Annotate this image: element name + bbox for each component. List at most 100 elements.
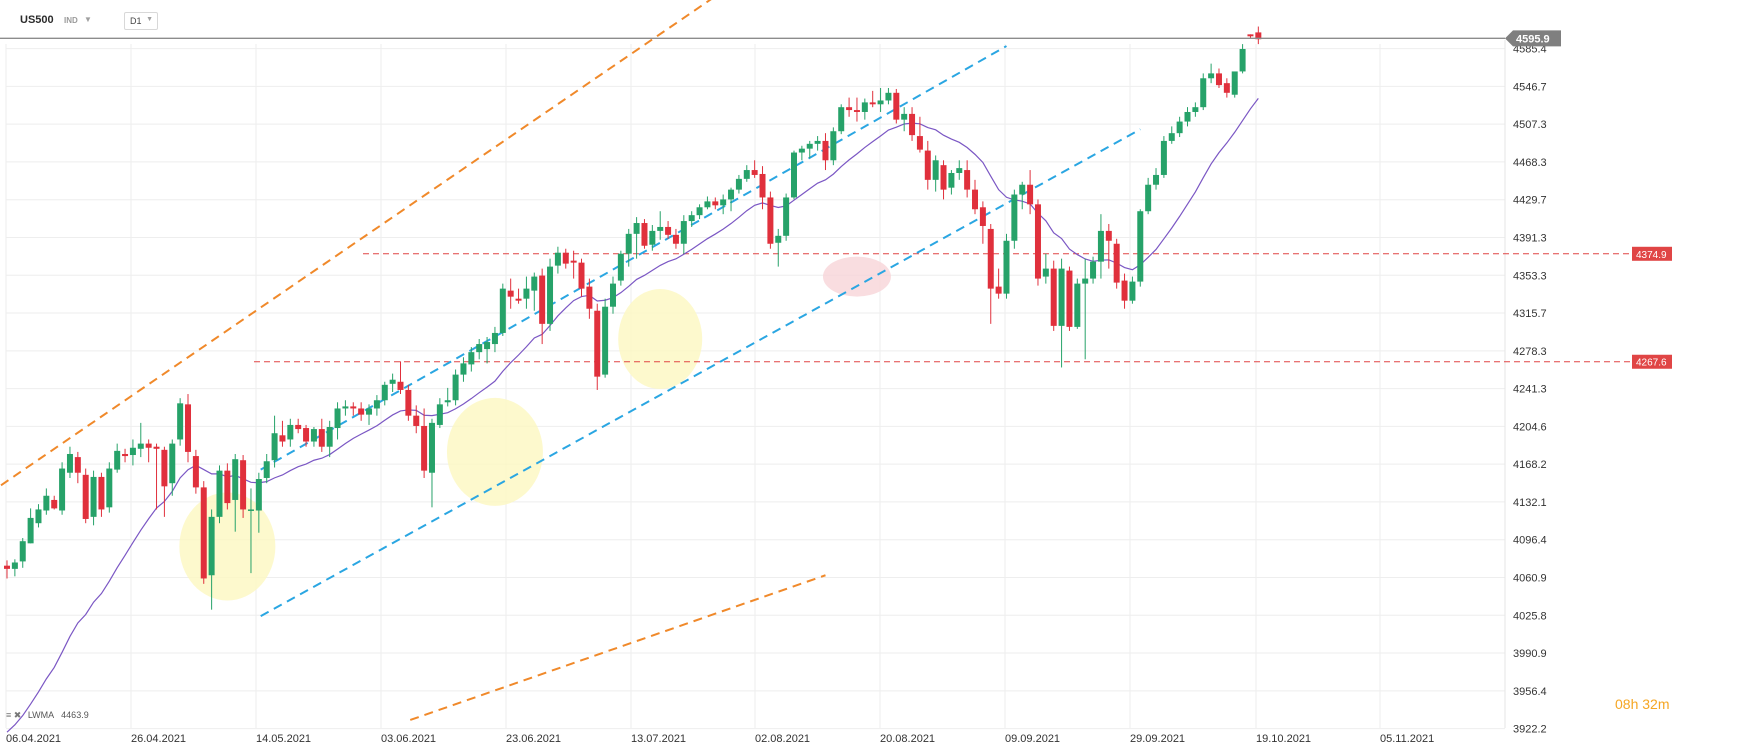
candle-body (82, 474, 89, 519)
candle-body (570, 260, 577, 263)
highlight-zone (446, 397, 543, 506)
x-tick-label: 19.10.2021 (1256, 733, 1311, 745)
candle-body (704, 201, 711, 208)
candle-body (106, 468, 113, 508)
lwma-series-line (6, 98, 1259, 733)
candle-body (649, 230, 656, 245)
candle-body (798, 148, 805, 153)
current-price-label: 4595.9 (1516, 33, 1550, 45)
candle-body (263, 461, 270, 478)
candle-body (1137, 211, 1144, 282)
candle-body (295, 424, 302, 430)
candle-body (759, 173, 766, 198)
candle-body (192, 456, 199, 488)
candle-body (625, 233, 632, 254)
candle-body (515, 298, 522, 301)
candle-body (791, 152, 797, 198)
candle-body (846, 107, 853, 111)
candle-body (59, 468, 66, 511)
candle-body (1200, 78, 1207, 108)
candle-body (909, 113, 916, 136)
candle-body (735, 178, 742, 190)
candle-body (334, 408, 341, 429)
candle-body (665, 226, 672, 235)
candle-body (853, 110, 860, 112)
candle-body (1192, 107, 1199, 112)
trend-line (0, 0, 712, 487)
y-tick-label: 4429.7 (1513, 195, 1547, 207)
candle-body (617, 253, 624, 281)
candle-body (562, 252, 569, 264)
candle-body (948, 172, 955, 188)
candle-body (389, 379, 396, 384)
candle-body (279, 435, 286, 442)
candle-body (1255, 32, 1262, 40)
y-tick-label: 3990.9 (1513, 648, 1547, 660)
candle-body (224, 470, 231, 504)
candle-body (460, 363, 467, 375)
candle-body (507, 290, 514, 297)
candle-body (720, 199, 727, 206)
horizontal-levels: 4374.9 4267.6 (254, 246, 1672, 369)
current-price-tag (1505, 30, 1561, 47)
candle-body (1074, 283, 1081, 327)
candle-body (177, 403, 184, 440)
y-tick-label: 4204.6 (1513, 421, 1547, 433)
candle-body (1231, 71, 1238, 95)
candle-body (523, 288, 530, 299)
indicator-name: LWMA (27, 710, 54, 720)
candle-body (688, 215, 695, 222)
level-label: 4374.9 (1636, 250, 1667, 261)
trend-lines (0, 0, 1141, 721)
candle-body (767, 197, 774, 244)
candle-body (1027, 184, 1034, 205)
candle-body (916, 136, 923, 150)
y-tick-label: 4507.3 (1513, 119, 1547, 131)
indicator-legend[interactable]: ≡ ✖ LWMA 4463.9 (6, 710, 89, 721)
candle-body (814, 140, 821, 144)
candle-body (397, 381, 404, 390)
y-tick-label: 4546.7 (1513, 81, 1547, 93)
candle-body (19, 541, 26, 562)
level-label-bg (1632, 354, 1672, 369)
candle-body (1176, 121, 1183, 134)
x-tick-label: 02.08.2021 (755, 733, 810, 745)
timeframe-select[interactable]: D1 ▼ (124, 12, 158, 30)
timer-minutes: 32 (1642, 696, 1658, 712)
candle-body (696, 207, 703, 216)
candle-body (1011, 194, 1018, 241)
candle-body (153, 446, 160, 449)
candle-body (641, 223, 648, 246)
candle-body (979, 207, 986, 226)
y-tick-label: 4585.4 (1513, 44, 1547, 56)
chevron-down-icon[interactable]: ▼ (84, 15, 92, 24)
candle-body (531, 276, 538, 291)
candle-body (436, 404, 443, 425)
candle-body (956, 168, 963, 173)
candle-body (964, 170, 971, 190)
candle-body (657, 226, 664, 231)
symbol-label[interactable]: US500 (20, 14, 54, 26)
timer-hours-unit: h (1630, 696, 1639, 712)
candle-body (1160, 140, 1167, 175)
candle-body (1208, 73, 1215, 79)
candle-body (491, 332, 498, 345)
candle-body (1034, 204, 1041, 279)
candle-body (1239, 48, 1246, 72)
candle-body (633, 223, 640, 234)
candle-body (1129, 281, 1136, 301)
indicator-settings-icon[interactable]: ≡ ✖ (6, 710, 22, 720)
candle-body (366, 408, 373, 415)
chart-toolbar: US500 IND ▼ D1 ▼ (0, 0, 1741, 40)
candle-body (1003, 240, 1010, 294)
indicator-value: 4463.9 (61, 710, 89, 720)
candle-body (452, 374, 459, 401)
candle-body (129, 447, 136, 456)
candle-body (114, 450, 121, 470)
candle-body (783, 197, 790, 236)
candle-body (609, 283, 616, 307)
highlight-zones (179, 256, 891, 601)
candle-body (1168, 133, 1175, 141)
x-tick-label: 14.05.2021 (256, 733, 311, 745)
